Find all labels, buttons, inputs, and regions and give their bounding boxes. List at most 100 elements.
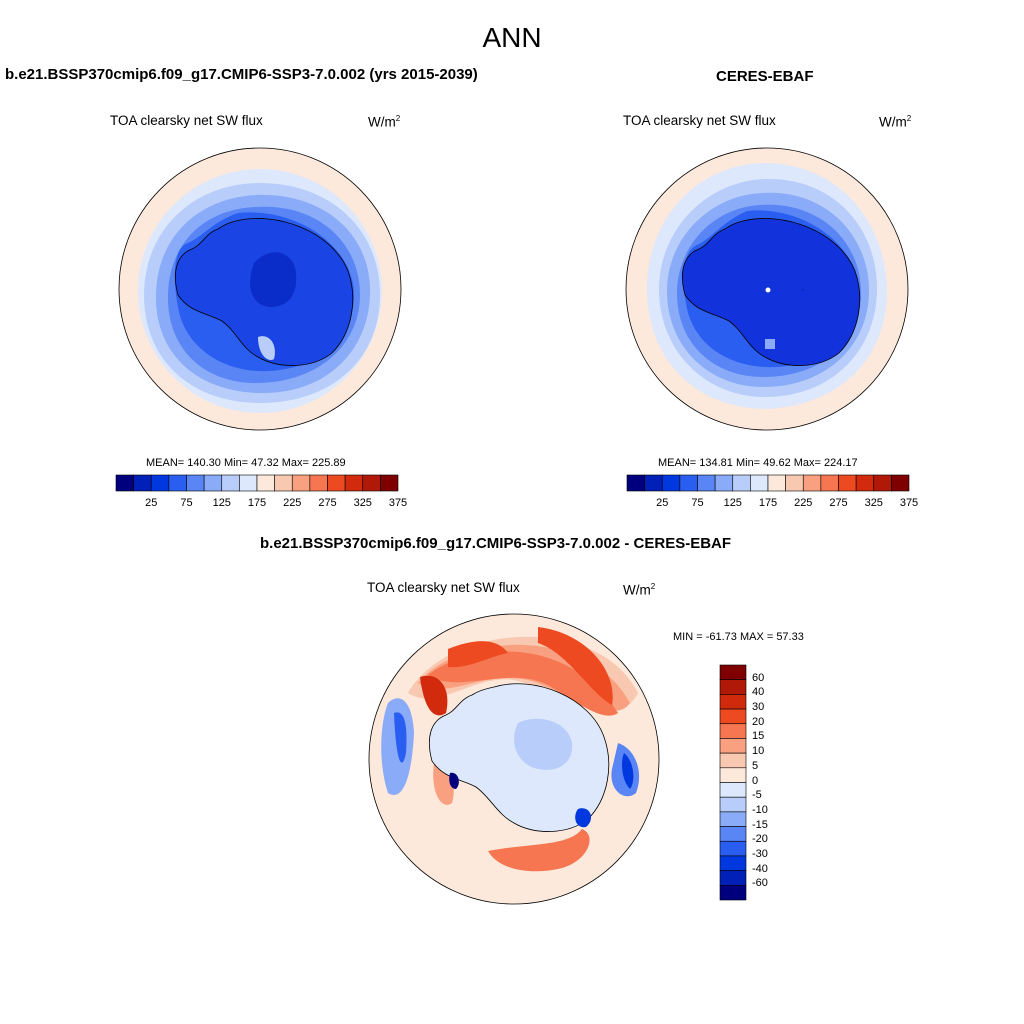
colorbar-swatch <box>820 474 839 492</box>
colorbar-tick-label: 275 <box>318 497 337 509</box>
stats-obs: MEAN= 134.81 Min= 49.62 Max= 224.17 <box>658 457 858 469</box>
colorbar-tick-label: 225 <box>283 497 302 509</box>
colorbar-swatch <box>719 885 747 901</box>
colorbar-diff <box>719 664 747 901</box>
colorbar-swatch <box>719 826 747 842</box>
anomaly-neg-30 <box>622 753 634 789</box>
colorbar-swatch <box>719 679 747 695</box>
colorbar-swatch <box>291 474 311 492</box>
anomaly-neg-5 <box>514 718 573 770</box>
colorbar-swatch <box>714 474 734 492</box>
colorbar-tick-label: 25 <box>656 497 669 509</box>
colorbar-model <box>115 474 399 492</box>
colorbar-tick-label: 325 <box>353 497 372 509</box>
anomaly-pos-20c <box>488 829 590 872</box>
anomaly-pos-30 <box>538 627 613 705</box>
polar-map-model <box>118 147 402 431</box>
variable-name-obs: TOA clearsky net SW flux <box>623 113 776 128</box>
colorbar-swatch <box>719 796 747 813</box>
colorbar-swatch <box>719 855 747 871</box>
colorbar-tick-label: 25 <box>145 497 158 509</box>
colorbar-swatch <box>362 474 381 492</box>
colorbar-tick-label: 75 <box>691 497 704 509</box>
colorbar-swatch <box>719 752 747 769</box>
anomaly-neg-20 <box>394 712 407 763</box>
panel-title-diff: b.e21.BSSP370cmip6.f09_g17.CMIP6-SSP3-7.… <box>260 535 732 552</box>
colorbar-tick-label: 275 <box>829 497 848 509</box>
colorbar-swatch <box>344 474 364 492</box>
colorbar-swatch <box>274 474 293 492</box>
colorbar-swatch <box>661 474 681 492</box>
colorbar-tick-label: 175 <box>758 497 778 509</box>
colorbar-tick-label: 125 <box>212 497 231 509</box>
colorbar-swatch <box>719 811 747 827</box>
colorbar-tick-label: -30 <box>752 847 768 860</box>
antarctica-coastline <box>682 218 861 366</box>
colorbar-swatch <box>719 870 747 886</box>
map-border <box>118 147 402 431</box>
colorbar-swatch <box>239 474 258 492</box>
colorbar-tick-label: 60 <box>752 671 765 684</box>
colorbar-swatch <box>679 474 698 492</box>
colorbar-swatch <box>309 474 328 492</box>
colorbar-swatch <box>838 474 857 492</box>
colorbar-tick-label: 375 <box>388 497 408 509</box>
stats-model: MEAN= 140.30 Min= 47.32 Max= 225.89 <box>146 457 346 469</box>
colorbar-tick-label: 325 <box>864 497 883 509</box>
colorbar-swatch <box>767 474 786 492</box>
colorbar-tick-label: -40 <box>752 862 768 875</box>
colorbar-swatch <box>327 474 346 492</box>
colorbar-swatch <box>855 474 875 492</box>
colorbar-tick-label: 15 <box>752 730 765 743</box>
colorbar-labels-obs: 25 75 125 175 225 275 325 375 <box>627 497 918 511</box>
colorbar-tick-label: -10 <box>752 803 768 816</box>
small-feature <box>801 288 805 292</box>
anomaly-pos-40 <box>420 675 448 716</box>
colorbar-tick-label: -5 <box>752 789 762 802</box>
colorbar-swatch <box>150 474 170 492</box>
colorbar-swatch <box>719 708 747 725</box>
colorbar-swatch <box>719 840 747 857</box>
colorbar-swatch <box>256 474 275 492</box>
panel-title-model: b.e21.BSSP370cmip6.f09_g17.CMIP6-SSP3-7.… <box>5 66 478 83</box>
colorbar-swatch <box>168 474 187 492</box>
colorbar-swatch <box>891 474 910 492</box>
anomaly-neg-60 <box>449 772 459 789</box>
ice-shelf-patch <box>765 339 775 349</box>
units-obs: W/m2 <box>879 114 912 130</box>
polar-map-diff <box>368 613 660 905</box>
colorbar-swatch <box>719 664 747 680</box>
colorbar-tick-label: -15 <box>752 818 768 831</box>
colorbar-swatch <box>873 474 892 492</box>
colorbar-swatch <box>719 767 747 783</box>
colorbar-tick-label: 10 <box>752 745 765 758</box>
polar-map-obs <box>625 147 909 431</box>
colorbar-tick-label: 375 <box>899 497 919 509</box>
colorbar-labels-model: 25 75 125 175 225 275 325 375 <box>116 497 407 511</box>
contour-50 <box>250 252 297 307</box>
colorbar-tick-label: 175 <box>247 497 267 509</box>
colorbar-tick-label: 75 <box>180 497 193 509</box>
anomaly-pos-20 <box>428 651 618 716</box>
colorbar-swatch <box>644 474 663 492</box>
colorbar-swatch <box>186 474 205 492</box>
colorbar-swatch <box>719 782 747 798</box>
colorbar-tick-label: 40 <box>752 686 765 699</box>
colorbar-tick-label: 20 <box>752 715 765 728</box>
colorbar-swatch <box>133 474 152 492</box>
colorbar-swatch <box>719 738 747 754</box>
map-border <box>368 613 660 905</box>
colorbar-tick-label: 30 <box>752 701 765 714</box>
colorbar-swatch <box>719 723 747 739</box>
anomaly-pos-30b <box>448 641 508 668</box>
colorbar-swatch <box>203 474 223 492</box>
panel-title-obs: CERES-EBAF <box>716 68 814 85</box>
colorbar-tick-label: 5 <box>752 759 759 772</box>
colorbar-swatch <box>802 474 822 492</box>
colorbar-swatch <box>697 474 716 492</box>
colorbar-swatch <box>115 474 134 492</box>
colorbar-swatch <box>380 474 399 492</box>
figure-title: ANN <box>482 22 542 53</box>
colorbar-tick-label: -20 <box>752 833 768 846</box>
colorbar-swatch <box>750 474 769 492</box>
